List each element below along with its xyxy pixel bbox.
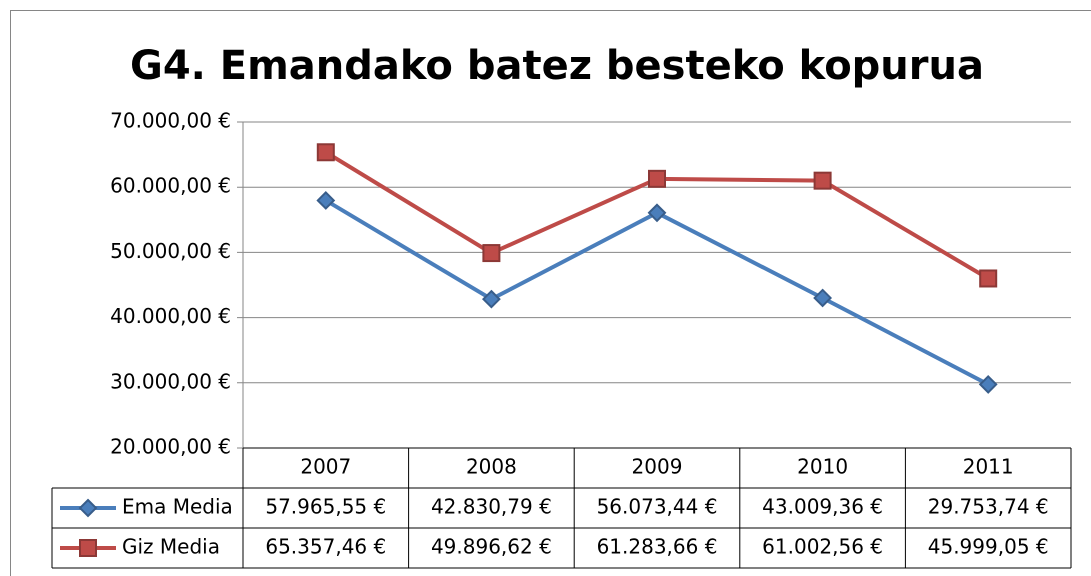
- point: [648, 169, 666, 188]
- point: [79, 539, 97, 557]
- table-value: 45.999,05 €: [928, 535, 1049, 559]
- legend-label: Giz Media: [122, 535, 220, 559]
- point: [78, 498, 98, 518]
- table-value: 61.283,66 €: [597, 535, 718, 559]
- point: [647, 203, 667, 223]
- point: [979, 269, 998, 288]
- y-tick-label: 40.000,00 €: [110, 304, 231, 328]
- point: [316, 143, 335, 162]
- y-tick-label: 20.000,00 €: [110, 435, 231, 459]
- table-value: 61.002,56 €: [762, 535, 883, 559]
- y-tick-label: 30.000,00 €: [110, 369, 231, 393]
- y-tick-label: 60.000,00 €: [110, 174, 231, 198]
- table-value: 56.073,44 €: [597, 495, 718, 519]
- chart-title: G4. Emandako batez besteko kopurua: [130, 43, 984, 89]
- point: [978, 374, 998, 394]
- y-tick-label: 70.000,00 €: [110, 109, 231, 133]
- x-tick-label: 2008: [466, 455, 517, 479]
- y-tick-label: 50.000,00 €: [110, 239, 231, 263]
- table-value: 65.357,46 €: [265, 535, 386, 559]
- table-value: 42.830,79 €: [431, 495, 552, 519]
- point: [813, 171, 832, 190]
- table-value: 43.009,36 €: [762, 495, 883, 519]
- point: [813, 288, 833, 308]
- x-tick-label: 2009: [632, 455, 683, 479]
- legend-label: Ema Media: [122, 495, 233, 519]
- x-tick-label: 2007: [300, 455, 351, 479]
- table-value: 29.753,74 €: [928, 495, 1049, 519]
- point: [481, 289, 501, 309]
- point: [316, 191, 336, 210]
- point: [482, 244, 501, 263]
- x-tick-label: 2011: [963, 455, 1014, 479]
- chart-frame: [10, 10, 1091, 576]
- table-value: 49.896,62 €: [431, 535, 552, 559]
- table-value: 57.965,55 €: [265, 495, 386, 519]
- x-tick-label: 2010: [797, 455, 848, 479]
